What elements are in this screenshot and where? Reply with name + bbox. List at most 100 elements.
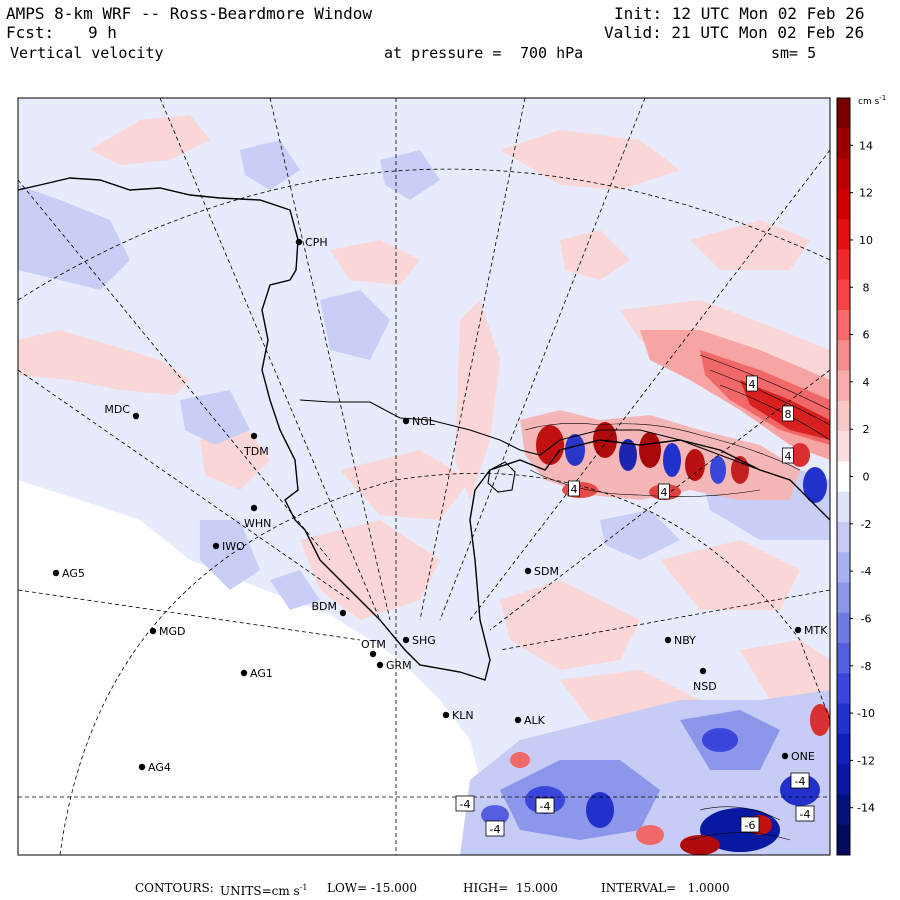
colorbar-swatch [837, 673, 850, 705]
station-label: OTM [361, 638, 386, 651]
station-tdm: TDM [243, 432, 269, 458]
contour-label-box [790, 772, 810, 789]
colorbar-tick-label: 0 [863, 471, 870, 484]
contour-label-text: -4 [795, 775, 806, 788]
contour-label: 4 [568, 480, 580, 497]
colorbar-tick-label: 4 [863, 376, 870, 389]
station-nsd: NSD [693, 667, 717, 693]
station-alk: ALK [514, 714, 546, 727]
colorbar-swatch [837, 521, 850, 553]
contour-lines [524, 354, 830, 841]
contour-label-box [746, 375, 758, 392]
colorbar-tick-label: 10 [859, 234, 873, 247]
colorbar-swatch [837, 279, 850, 311]
station-marker [376, 661, 384, 669]
no-data-region [18, 480, 480, 855]
station-marker [402, 636, 410, 644]
station-marker [369, 650, 377, 658]
contour-label: -4 [795, 805, 815, 822]
colorbar-swatch [837, 309, 850, 341]
footer-legend: CONTOURS: UNITS=cm s-1 LOW= -15.000 HIGH… [0, 880, 900, 898]
footer-low: LOW= -15.000 [327, 881, 418, 895]
station-marker [132, 412, 140, 420]
station-label: MGD [159, 625, 186, 638]
colorbar-swatch [837, 158, 850, 190]
station-bdm: BDM [311, 600, 347, 617]
station-ag1: AG1 [240, 667, 273, 680]
colorbar-swatch [837, 128, 850, 160]
contour-label-text: -4 [490, 823, 501, 836]
init-time: Init: 12 UTC Mon 02 Feb 26 [614, 4, 865, 23]
contour-label-text: 4 [785, 450, 792, 463]
colorbar-tick-label: -2 [861, 518, 872, 531]
station-sdm: SDM [524, 565, 559, 578]
contour-label: -4 [455, 795, 475, 812]
station-label: NBY [674, 634, 696, 647]
colorbar-swatch [837, 703, 850, 735]
colorbar-swatch [837, 249, 850, 281]
contour-label-text: -6 [745, 819, 756, 832]
station-label: SHG [412, 634, 436, 647]
contour-label: 4 [658, 483, 670, 500]
colorbar-units: cm s-1 [858, 94, 887, 107]
contour-label: 4 [782, 447, 794, 464]
colorbar-tick-label: -6 [861, 612, 872, 625]
colorbar-swatch [837, 370, 850, 402]
station-label: SDM [534, 565, 559, 578]
latitude-circles [18, 168, 830, 855]
station-ag4: AG4 [138, 761, 171, 774]
colorbar-swatch [837, 794, 850, 826]
colorbar-tick-label: 12 [859, 187, 873, 200]
contour-label-box [485, 820, 505, 837]
station-label: GRM [386, 659, 412, 672]
colorbar-swatch [837, 552, 850, 583]
footer-interval: INTERVAL= 1.0000 [601, 881, 730, 895]
station-marker [699, 667, 707, 675]
colorbar-swatch [837, 219, 850, 250]
contour-label: -4 [790, 772, 810, 789]
contour-label: -6 [740, 816, 760, 833]
station-label: IWO [222, 540, 245, 553]
station-label: ONE [791, 750, 815, 763]
contour-label: -4 [535, 797, 555, 814]
colorbar-tick-label: 8 [863, 281, 870, 294]
station-one: ONE [781, 750, 815, 763]
contour-label-box [782, 447, 794, 464]
footer-contours-label: CONTOURS: [135, 881, 214, 895]
forecast-hours: 9 h [88, 23, 117, 42]
bottom-convective-region [460, 690, 830, 855]
station-label: NGL [412, 415, 436, 428]
map-plot-area [18, 98, 830, 855]
island-outline [487, 461, 516, 493]
station-label: TDM [243, 445, 269, 458]
station-mdc: MDC [104, 403, 140, 420]
contour-label: 8 [782, 405, 794, 422]
station-label: BDM [311, 600, 337, 613]
contour-label: -4 [485, 820, 505, 837]
contour-label-box [658, 483, 670, 500]
station-label: KLN [452, 709, 474, 722]
colorbar-tick-label: -12 [857, 754, 875, 767]
colorbar-swatch [837, 764, 850, 795]
station-mgd: MGD [149, 625, 186, 638]
station-label: MDC [104, 403, 130, 416]
station-cph: CPH [295, 236, 328, 249]
colorbar-swatch [837, 340, 850, 372]
colorbar-swatch [837, 643, 850, 674]
contour-label-text: 8 [785, 408, 792, 421]
contour-labels: 4 8 4 4 4 -4 -4 -4 -4 -4 -6 [455, 375, 815, 837]
map-title: AMPS 8-km WRF -- Ross-Beardmore Window [6, 4, 373, 23]
station-whn: WHN [244, 504, 271, 530]
meridian-lines [18, 98, 830, 855]
field-name: Vertical velocity [10, 44, 164, 62]
colorbar-swatch [837, 461, 850, 493]
station-ag5: AG5 [52, 567, 85, 580]
grounding-line [299, 399, 761, 471]
station-marker [295, 238, 303, 246]
station-label: AG5 [62, 567, 85, 580]
station-label: CPH [305, 236, 328, 249]
colorbar-swatch [837, 582, 850, 614]
colorbar: 14 12 10 8 6 4 2 0 -2 -4 -6 -8 -10 -12 -14 [836, 97, 875, 856]
station-label: AG1 [250, 667, 273, 680]
